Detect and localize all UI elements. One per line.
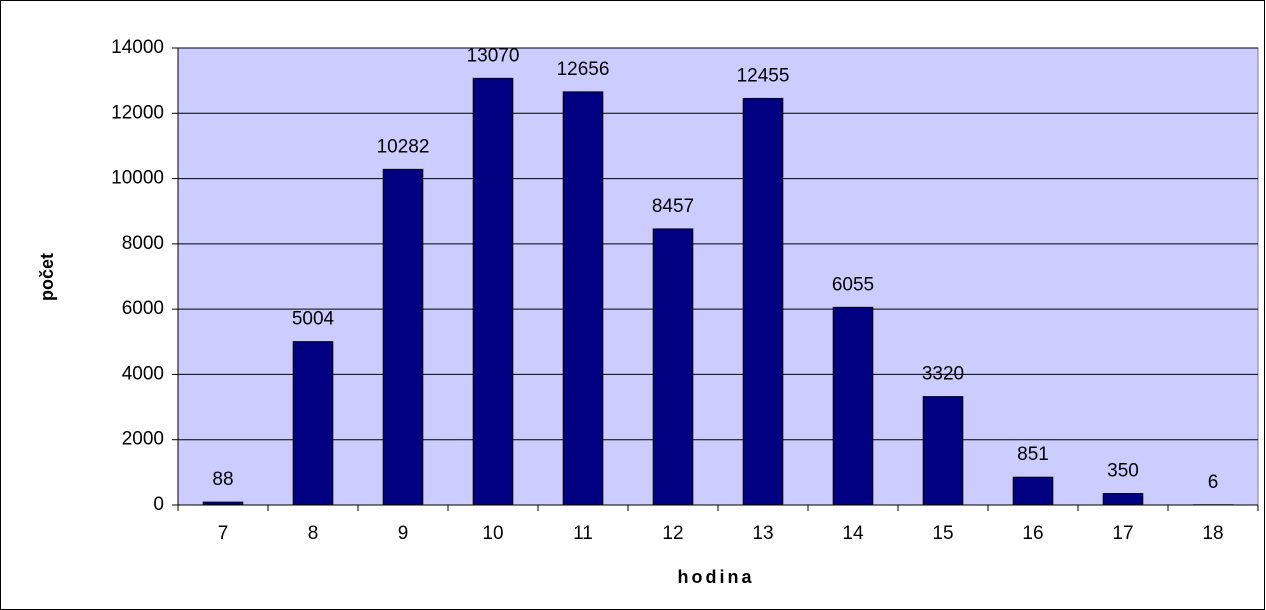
- data-label: 350: [1107, 461, 1139, 482]
- data-label: 88: [212, 469, 233, 490]
- x-tick-label: 8: [308, 523, 319, 544]
- y-tick-label: 6000: [122, 298, 164, 319]
- data-label: 851: [1017, 444, 1049, 465]
- x-axis-title: hodina: [678, 567, 755, 587]
- bar: [472, 77, 514, 506]
- plot-area: [177, 47, 1259, 506]
- data-label: 3320: [922, 364, 964, 385]
- bar: [742, 97, 784, 506]
- bar: [1102, 493, 1144, 506]
- y-axis-title: počet: [37, 253, 57, 301]
- bar: [202, 501, 244, 506]
- x-tick-label: 14: [842, 523, 864, 544]
- data-label: 6055: [832, 274, 874, 295]
- x-tick-label: 9: [398, 523, 409, 544]
- y-tick-label: 4000: [122, 363, 164, 384]
- y-tick-label: 14000: [111, 37, 164, 58]
- x-tick-label: 16: [1022, 523, 1043, 544]
- data-label: 10282: [377, 136, 430, 157]
- y-tick-label: 0: [153, 494, 164, 515]
- data-label: 12455: [737, 65, 790, 86]
- y-tick-label: 12000: [111, 102, 164, 123]
- x-tick-label: 7: [218, 523, 229, 544]
- data-label: 6: [1208, 472, 1219, 493]
- bar: [562, 91, 604, 506]
- bar: [922, 396, 964, 506]
- x-tick-label: 11: [573, 523, 593, 544]
- y-tick-label: 8000: [122, 233, 164, 254]
- x-tick-label: 10: [482, 523, 503, 544]
- x-tick-label: 15: [932, 523, 953, 544]
- bar: [832, 306, 874, 506]
- bar: [652, 228, 694, 506]
- bar: [292, 341, 334, 506]
- y-tick-label: 2000: [122, 429, 164, 450]
- x-tick-label: 12: [662, 523, 683, 544]
- data-label: 12656: [557, 59, 610, 80]
- y-tick-label: 10000: [111, 168, 164, 189]
- data-label: 5004: [292, 309, 335, 330]
- x-tick-label: 17: [1112, 523, 1133, 544]
- bar: [382, 168, 424, 506]
- x-tick-label: 13: [752, 523, 773, 544]
- bar: [1012, 476, 1054, 506]
- data-label: 8457: [652, 196, 694, 217]
- x-tick-label: 18: [1202, 523, 1223, 544]
- data-label: 13070: [467, 45, 520, 66]
